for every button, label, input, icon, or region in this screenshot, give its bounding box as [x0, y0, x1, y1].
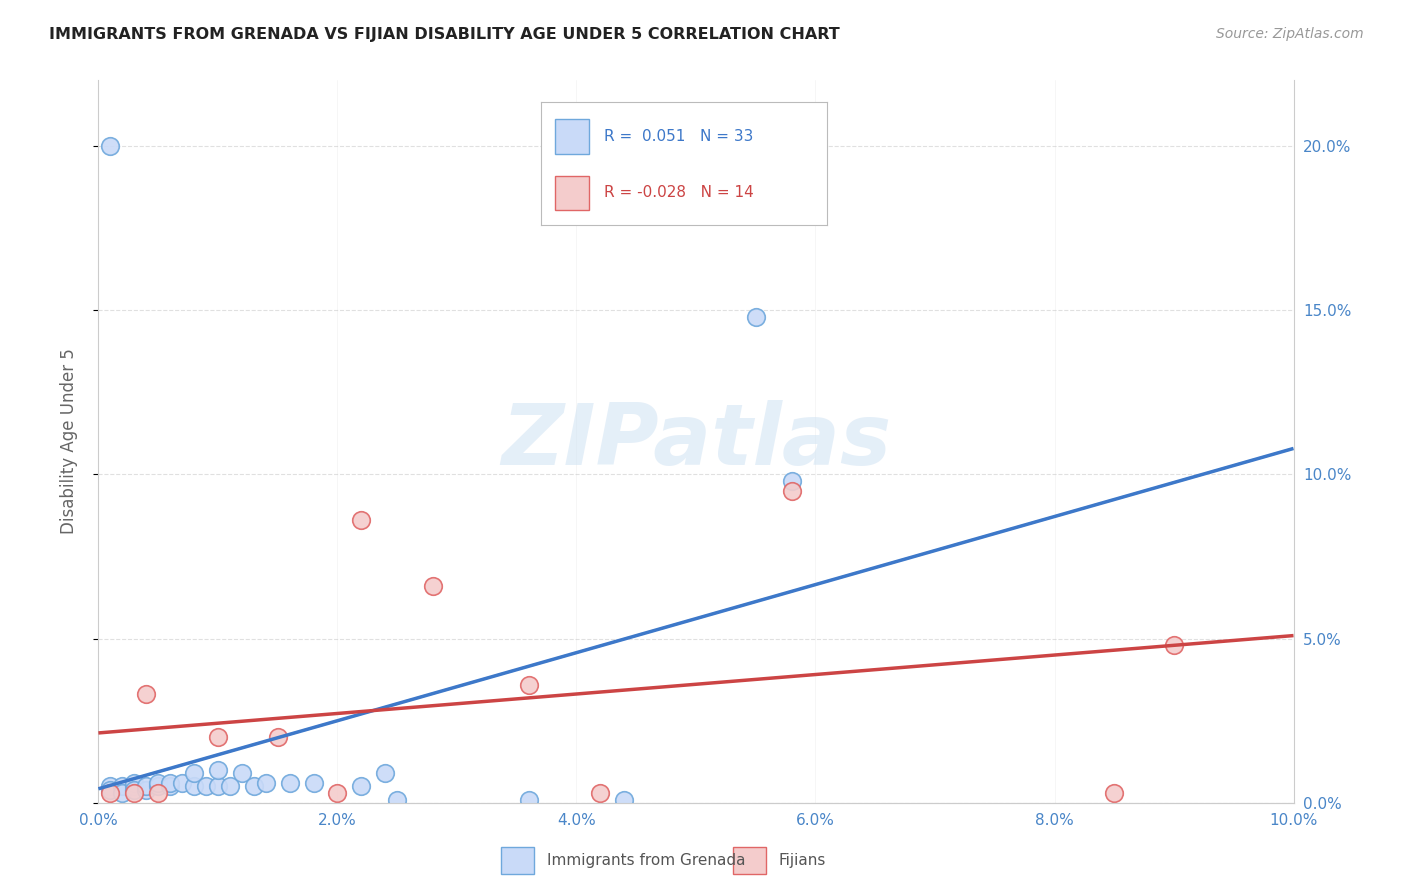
Point [517, 677, 540, 691]
Point [172, 776, 194, 790]
Point [98, 780, 122, 794]
Point [780, 483, 803, 498]
Point [207, 780, 229, 794]
Point [195, 780, 218, 794]
Text: Immigrants from Grenada: Immigrants from Grenada [547, 854, 745, 868]
Point [207, 730, 229, 744]
Point [350, 780, 373, 794]
Point [183, 780, 205, 794]
Point [326, 786, 349, 800]
Point [1163, 638, 1185, 652]
Point [207, 763, 229, 777]
Point [219, 780, 242, 794]
Point [254, 776, 277, 790]
Point [111, 786, 134, 800]
Point [148, 780, 170, 794]
Bar [501, 847, 534, 874]
Text: ZIPatlas: ZIPatlas [501, 400, 891, 483]
Point [745, 310, 768, 324]
Y-axis label: Disability Age Under 5: Disability Age Under 5 [59, 349, 77, 534]
Point [124, 782, 146, 797]
Text: Source: ZipAtlas.com: Source: ZipAtlas.com [1216, 27, 1364, 41]
Point [243, 780, 266, 794]
Point [124, 786, 146, 800]
Point [780, 474, 803, 488]
Point [385, 792, 409, 806]
Point [613, 792, 636, 806]
Point [374, 766, 396, 780]
Point [98, 786, 122, 800]
Text: Fijians: Fijians [779, 854, 827, 868]
Point [98, 782, 122, 797]
Point [278, 776, 301, 790]
Point [589, 786, 612, 800]
Bar [733, 847, 766, 874]
Point [135, 687, 157, 701]
Point [111, 780, 134, 794]
Point [124, 780, 146, 794]
Point [183, 766, 205, 780]
Point [302, 776, 325, 790]
Point [148, 786, 170, 800]
Point [98, 139, 122, 153]
Point [517, 792, 540, 806]
Point [1104, 786, 1126, 800]
Point [159, 776, 181, 790]
Point [124, 776, 146, 790]
Point [135, 782, 157, 797]
Point [231, 766, 253, 780]
Point [159, 780, 181, 794]
Point [148, 776, 170, 790]
Point [422, 579, 444, 593]
Point [267, 730, 290, 744]
Point [135, 780, 157, 794]
Text: IMMIGRANTS FROM GRENADA VS FIJIAN DISABILITY AGE UNDER 5 CORRELATION CHART: IMMIGRANTS FROM GRENADA VS FIJIAN DISABI… [49, 27, 839, 42]
Point [350, 513, 373, 527]
